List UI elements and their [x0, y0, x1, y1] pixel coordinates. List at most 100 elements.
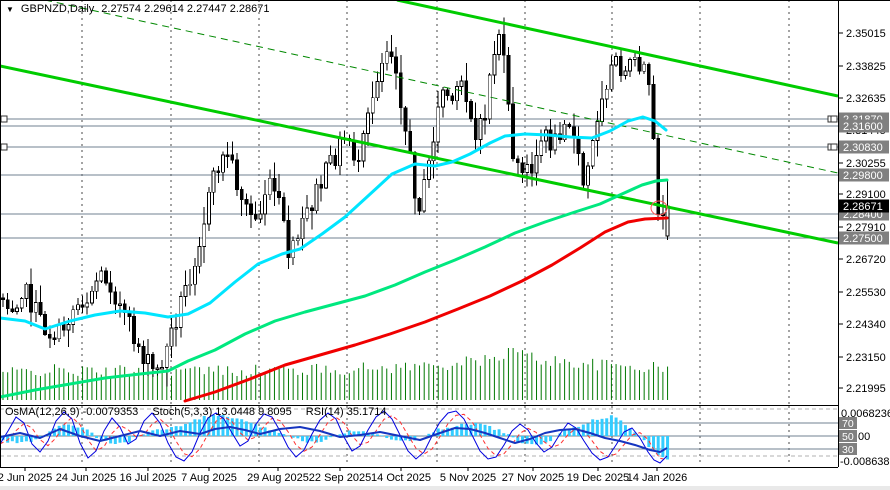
ellipse-annotation[interactable] — [650, 200, 668, 216]
candle-body — [586, 165, 590, 186]
candle-body — [146, 354, 150, 364]
candle-body — [328, 154, 333, 164]
candle-body — [534, 155, 539, 174]
candle-body — [576, 137, 581, 154]
candle-body — [150, 354, 155, 370]
symbol-dropdown-icon[interactable]: ▼ — [6, 4, 14, 14]
candle-body — [188, 283, 193, 287]
candle-body — [113, 291, 118, 305]
candle-body — [426, 160, 431, 180]
candle-body — [473, 118, 478, 140]
candle-body — [417, 197, 422, 212]
candle-body — [389, 51, 394, 58]
rsi-line — [0, 426, 668, 453]
price-tick-label: 2.33825 — [846, 61, 886, 73]
candle-body — [441, 89, 445, 108]
inner-dashed-trendline[interactable] — [44, 0, 838, 174]
channel-lower-trendline[interactable] — [0, 64, 838, 245]
candle-body — [164, 345, 169, 368]
candle-body — [632, 56, 637, 60]
candle-body — [525, 164, 530, 173]
candle-body — [646, 63, 651, 85]
candle-body — [80, 304, 85, 308]
candle-body — [230, 154, 235, 161]
price-tick-label: 2.24340 — [846, 319, 886, 331]
candle-body — [431, 141, 436, 162]
indicator-pane[interactable] — [0, 406, 877, 466]
indicator-scale-min: -0.008638 — [840, 456, 890, 468]
candle-body — [478, 118, 483, 140]
candle-body — [94, 280, 99, 292]
candle-body — [183, 285, 188, 297]
candle-body — [281, 197, 286, 221]
candle-body — [33, 301, 38, 313]
line-handle[interactable] — [830, 115, 838, 123]
candle-body — [408, 130, 413, 153]
candle-body — [202, 223, 207, 247]
time-tick-label: 19 Dec 2025 — [567, 472, 629, 484]
price-tick-label: 2.27910 — [846, 222, 886, 234]
ohlc-readout: 2.27574 2.29614 2.27447 2.28671 — [101, 3, 270, 15]
line-handle[interactable] — [830, 143, 838, 151]
candle-body — [85, 302, 90, 308]
rsi-label: RSI(14) 35.1714 — [305, 406, 387, 418]
candle-body — [132, 315, 136, 345]
candle-body — [562, 123, 567, 141]
candle-body — [412, 151, 417, 199]
candle-body — [492, 54, 497, 76]
price-tick-label: 2.23150 — [846, 352, 886, 364]
candle-body — [71, 309, 76, 325]
indicator-level-badge: 30 — [842, 444, 854, 456]
line-handle[interactable] — [0, 115, 8, 123]
candle-body — [567, 123, 572, 128]
candle-body — [356, 159, 361, 163]
candle-body — [469, 101, 473, 119]
candle-body — [380, 62, 384, 83]
candle-body — [628, 59, 633, 72]
candle-body — [267, 177, 272, 196]
candle-body — [656, 138, 661, 215]
candle-body — [66, 324, 71, 331]
candle-body — [43, 313, 48, 335]
candle-body — [47, 334, 52, 339]
price-level-badge-bg — [839, 231, 889, 245]
candle-body — [197, 246, 202, 267]
time-axis[interactable]: 2 Jun 2025 24 Jun 2025 16 Jul 2025 7 Aug 20… — [0, 467, 687, 484]
candle-body — [642, 63, 647, 72]
candle-body — [211, 170, 216, 193]
price-tick-label: 2.30255 — [846, 158, 886, 170]
candle-body — [623, 70, 628, 76]
line-handle[interactable] — [0, 143, 8, 151]
candle-body — [319, 183, 324, 189]
candle-body — [118, 303, 122, 306]
stoch-label: Stoch(5,3,3) 13.0448 9.8095 — [152, 406, 292, 418]
candle-body — [253, 214, 258, 220]
candle-body — [295, 238, 300, 242]
main-pane[interactable] — [0, 0, 877, 405]
bottom-strip — [0, 486, 890, 490]
candle-body — [286, 220, 291, 259]
candle-body — [174, 326, 179, 330]
osma-label: OsMA(12,26,9) -0.0079353 — [5, 406, 139, 418]
candle-body — [370, 97, 375, 114]
time-tick-label: 27 Nov 2025 — [502, 472, 564, 484]
price-level-badge-bg — [839, 140, 889, 154]
indicator-level-badge: 50 — [842, 431, 854, 443]
time-tick-label: 5 Nov 2025 — [440, 472, 496, 484]
candle-body — [258, 213, 263, 220]
candle-body — [249, 203, 253, 215]
candle-body — [548, 129, 553, 151]
candle-body — [169, 327, 174, 347]
candle-body — [600, 98, 604, 122]
candle-body — [300, 217, 305, 240]
candle-body — [90, 290, 94, 304]
candle-body — [309, 207, 314, 212]
ma-fast-cyan — [0, 115, 668, 331]
candle-body — [155, 367, 160, 371]
candle-body — [136, 343, 141, 348]
channel-upper-trendline[interactable] — [396, 0, 838, 98]
price-axis[interactable]: 2.350152.338252.326352.314452.302552.291… — [830, 28, 890, 468]
price-level-badge: 2.27500 — [843, 233, 883, 245]
